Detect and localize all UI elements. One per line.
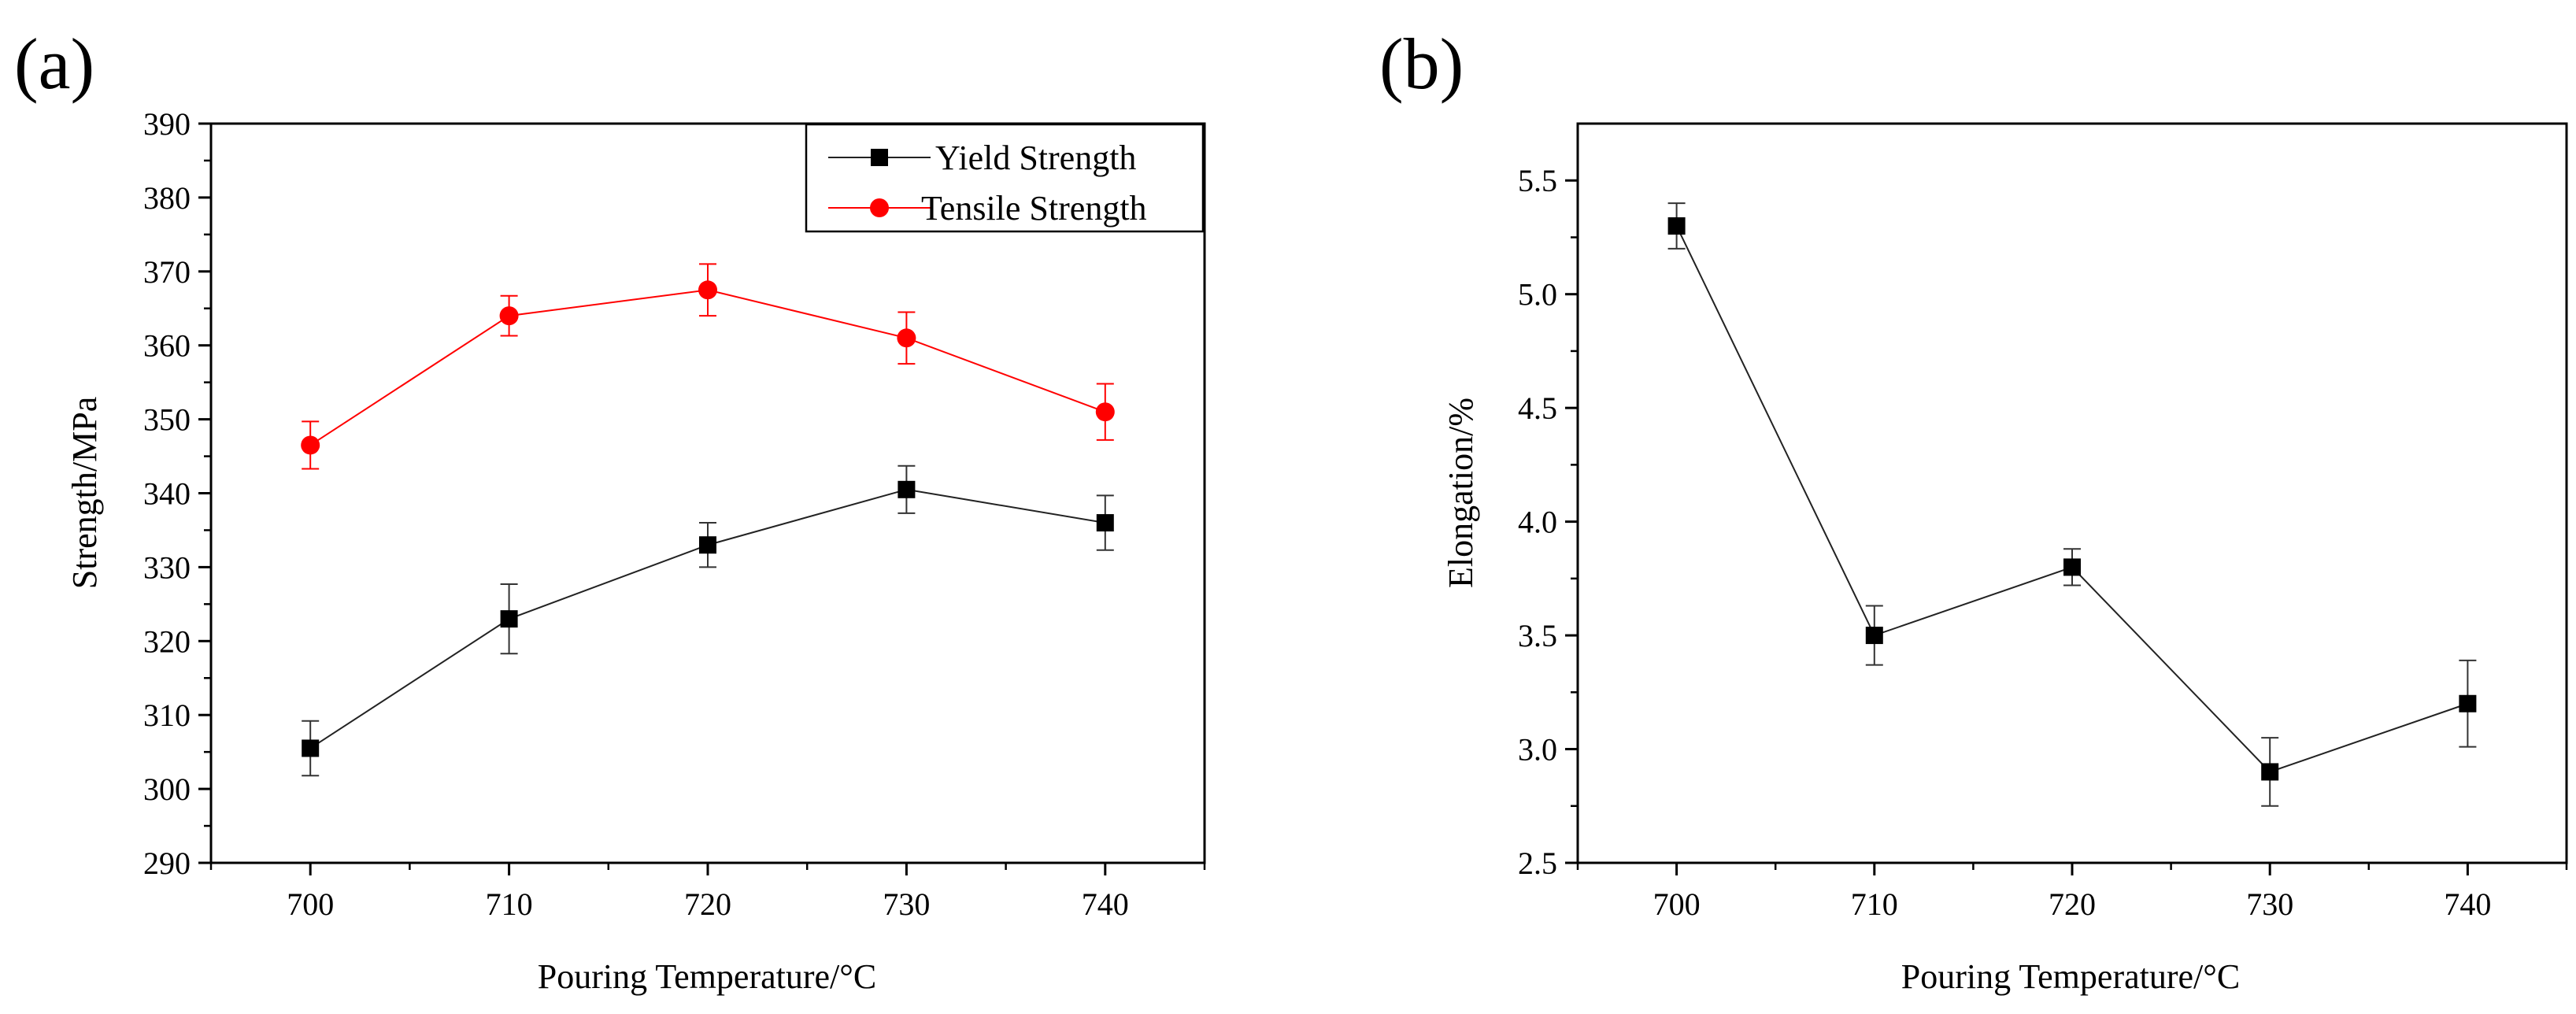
y-tick-label: 390	[143, 106, 191, 142]
panel-a-series-group	[301, 263, 1115, 777]
elongation-line	[1675, 225, 2468, 773]
yield-strength-point	[898, 480, 916, 498]
panel-a-x-axis-title: Pouring Temperature/°C	[538, 957, 876, 996]
legend-marker-tensile	[870, 198, 889, 217]
panel-b-y-axis-title: Elongation/%	[1442, 398, 1480, 588]
elongation-point	[1667, 217, 1686, 235]
legend-label-yield: Yield Strength	[935, 139, 1136, 177]
x-tick-label: 720	[2049, 886, 2096, 922]
x-tick-label: 700	[1653, 886, 1701, 922]
panel-a-legend: Yield Strength Tensile Strength	[805, 123, 1205, 233]
x-tick-label: 730	[883, 886, 930, 922]
panel-b-label: (b)	[1379, 24, 1464, 104]
yield-strength-point	[302, 739, 320, 757]
y-tick-label: 3.0	[1518, 732, 1557, 768]
tensile-strength-point	[499, 306, 519, 326]
panel-b-series-group	[1667, 202, 2477, 807]
x-tick-label: 720	[684, 886, 731, 922]
y-tick-label: 350	[143, 402, 191, 438]
x-tick-label: 710	[486, 886, 533, 922]
panel-a-label: (a)	[14, 24, 94, 104]
panel-a-x-axis: 700 710 720 730 740	[209, 863, 1206, 922]
panel-a-y-axis-title: Strength/MPa	[65, 397, 104, 589]
y-tick-label: 370	[143, 254, 191, 290]
y-tick-label: 380	[143, 180, 191, 216]
y-tick-label: 330	[143, 550, 191, 585]
elongation-point	[2261, 763, 2279, 781]
y-tick-label: 300	[143, 772, 191, 807]
x-tick-label: 710	[1851, 886, 1898, 922]
elongation-point	[2459, 694, 2477, 712]
y-tick-label: 360	[143, 328, 191, 364]
y-tick-label: 4.5	[1518, 390, 1557, 426]
panel-b-y-axis: 2.5 3.0 3.5 4.0 4.5 5.0 5.5	[1518, 163, 1578, 881]
panel-b-x-axis: 700 710 720 730 740	[1576, 863, 2568, 922]
yield-strength-point	[500, 610, 518, 628]
elongation-point	[2063, 558, 2081, 576]
yield-strength-point	[699, 536, 716, 554]
x-tick-label: 730	[2246, 886, 2293, 922]
y-tick-label: 4.0	[1518, 505, 1557, 540]
y-tick-label: 3.5	[1518, 618, 1557, 653]
panel-a-y-axis: 290 300 310 320 330 340 350 360 370 380 390	[143, 106, 211, 881]
tensile-strength-point	[897, 328, 916, 348]
panel-b-elongation: (b) 2.5 3.0 3.5 4.0 4.5 5.0 5.5 700 710 720 730 74…	[1379, 24, 2568, 996]
y-tick-label: 290	[143, 846, 191, 881]
panel-b-x-axis-title: Pouring Temperature/°C	[1901, 957, 2240, 996]
panel-a-plot-frame	[209, 122, 1206, 864]
tensile-strength-point	[301, 435, 320, 455]
elongation-point	[1865, 627, 1883, 645]
panel-b-plot-frame	[1576, 122, 2568, 864]
y-tick-label: 310	[143, 698, 191, 733]
panel-a-strength: (a) 290 300 310 320 330 340 350 360 370 380 390 70…	[14, 24, 1206, 996]
legend-marker-yield	[871, 149, 888, 166]
y-tick-label: 340	[143, 476, 191, 512]
tensile-strength-point	[698, 280, 717, 300]
x-tick-label: 740	[1082, 886, 1129, 922]
x-tick-label: 700	[287, 886, 334, 922]
y-tick-label: 5.0	[1518, 277, 1557, 313]
legend-label-tensile: Tensile Strength	[921, 189, 1147, 228]
y-tick-label: 5.5	[1518, 163, 1557, 198]
y-tick-label: 2.5	[1518, 846, 1557, 881]
tensile-strength-point	[1095, 402, 1115, 422]
y-tick-label: 320	[143, 624, 191, 659]
yield-strength-point	[1096, 514, 1114, 532]
x-tick-label: 740	[2444, 886, 2491, 922]
